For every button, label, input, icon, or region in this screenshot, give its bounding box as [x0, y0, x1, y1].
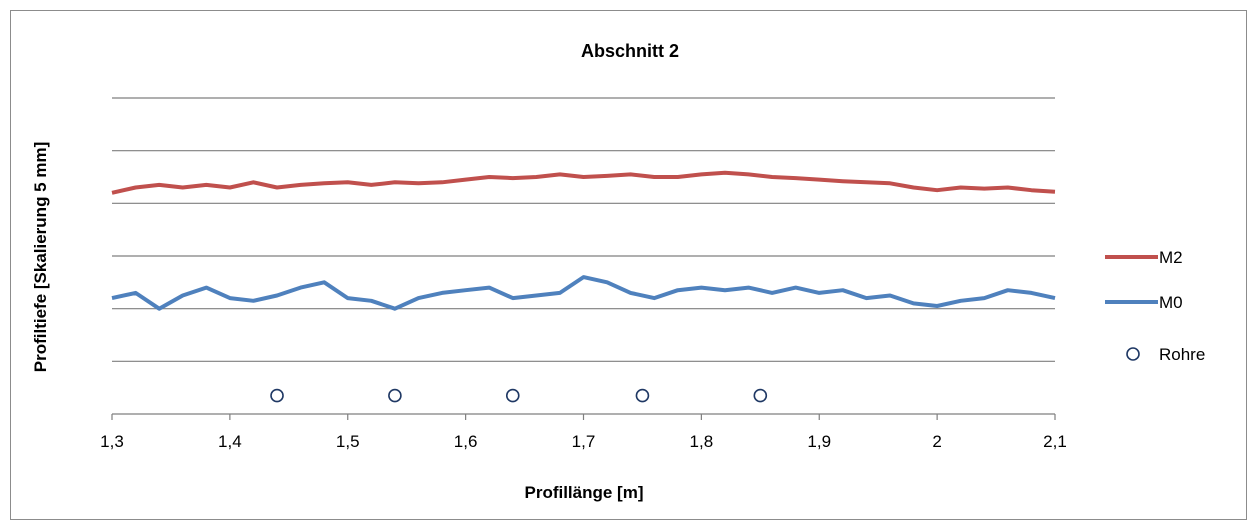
x-tick-label-8: 2,1 [1043, 432, 1067, 451]
series-line-m0 [111, 275, 1056, 311]
legend: M2 M0 Rohre [1105, 248, 1205, 364]
rohre-marker-0 [270, 388, 284, 403]
legend-label-m0: M0 [1159, 293, 1183, 312]
x-tick-label-0: 1,3 [100, 432, 124, 451]
legend-symbol-rohre [1126, 347, 1140, 361]
x-tick-label-3: 1,6 [454, 432, 478, 451]
rohre-marker-4 [753, 388, 768, 403]
series-layer [111, 170, 1056, 403]
chart-title: Abschnitt 2 [581, 41, 679, 61]
x-tick-label-7: 2 [932, 432, 941, 451]
gridlines [112, 97, 1055, 362]
x-tick-label-4: 1,7 [572, 432, 596, 451]
rohre-marker-1 [388, 388, 402, 403]
x-tick-label-5: 1,8 [690, 432, 714, 451]
legend-label-m2: M2 [1159, 248, 1183, 267]
x-tick-labels: 1,3 1,4 1,5 1,6 1,7 1,8 1,9 2 2,1 [100, 414, 1067, 451]
rohre-marker-3 [635, 388, 650, 403]
series-line-m2 [111, 170, 1056, 195]
x-tick-label-2: 1,5 [336, 432, 360, 451]
y-axis-label: Profiltiefe [Skalierung 5 mm] [31, 142, 50, 373]
legend-label-rohre: Rohre [1159, 345, 1205, 364]
x-tick-label-1: 1,4 [218, 432, 242, 451]
rohre-marker-2 [505, 388, 520, 403]
chart-frame [10, 10, 1247, 520]
x-axis-label: Profillänge [m] [524, 483, 643, 502]
x-tick-label-6: 1,9 [807, 432, 831, 451]
